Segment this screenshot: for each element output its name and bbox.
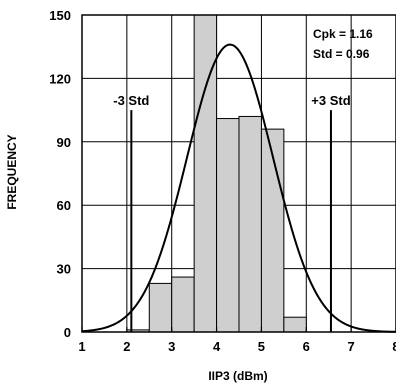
x-tick-label: 4 [213, 339, 221, 354]
x-tick-label: 8 [392, 339, 396, 354]
axis-ticks [81, 327, 396, 332]
x-tick-label: 2 [123, 339, 130, 354]
plot-frame [81, 14, 396, 333]
x-tick-label: 1 [78, 339, 85, 354]
y-tick-label: 90 [57, 135, 71, 150]
std-annotation: Std = 0.96 [313, 47, 370, 61]
x-axis-label: IIP3 (dBm) [208, 369, 267, 383]
x-tick-label: 7 [348, 339, 355, 354]
y-tick-label: 150 [49, 8, 71, 23]
y-axis-label: FREQUENCY [5, 134, 19, 209]
y-tick-label: 60 [57, 198, 71, 213]
histogram-bar [148, 282, 173, 333]
std-limit-label: -3 Std [113, 93, 149, 108]
histogram-bar [171, 276, 195, 333]
x-tick-label: 3 [168, 339, 175, 354]
x-tick-label: 5 [258, 339, 265, 354]
cpk-annotation: Cpk = 1.16 [313, 27, 373, 41]
y-tick-label: 30 [57, 262, 71, 277]
y-tick-label: 120 [49, 71, 71, 86]
histogram-bar [238, 115, 262, 333]
y-tick-label: 0 [64, 325, 71, 340]
histogram-bar [193, 14, 218, 333]
std-limit-lines [130, 110, 332, 332]
histogram-bar [216, 118, 240, 333]
histogram-bar [283, 316, 307, 333]
histogram-bars [126, 14, 307, 333]
normal-distribution-curve [81, 43, 396, 333]
x-tick-label: 6 [303, 339, 310, 354]
std-limit-label: +3 Std [311, 93, 350, 108]
